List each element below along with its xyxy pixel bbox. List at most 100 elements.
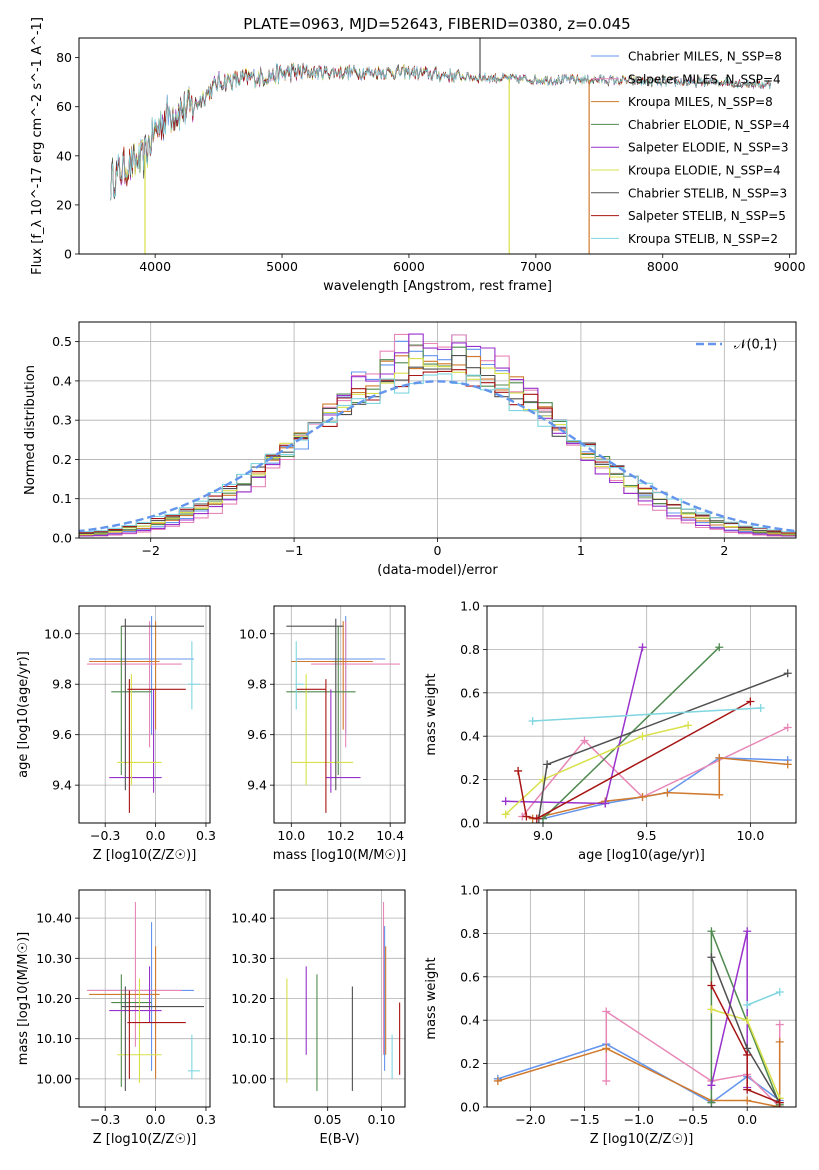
weight-point-marker — [746, 697, 755, 706]
axes-frame — [78, 605, 211, 824]
weight-series-line — [517, 700, 751, 820]
x-tick-label: −2.0 — [515, 1112, 545, 1127]
y-tick-label: 0.6 — [460, 685, 480, 700]
weight-point-marker — [538, 775, 547, 784]
spectrum-lines — [110, 38, 771, 254]
y-axis-label: Flux [f_λ 10^-17 erg cm^-2 s^-1 A^-1] — [30, 17, 45, 275]
y-tick-label: 0.0 — [460, 1100, 480, 1115]
histogram-steps — [79, 333, 796, 537]
legend-label: Chabrier ELODIE, N_SSP=4 — [628, 118, 790, 132]
legend-label: Chabrier STELIB, N_SSP=3 — [628, 186, 787, 200]
x-tick-label: 8000 — [647, 259, 679, 274]
y-tick-label: 0.5 — [52, 334, 72, 349]
axes-frame — [78, 37, 797, 255]
weight-point-marker — [775, 1037, 784, 1046]
weight-point-marker — [707, 953, 716, 962]
weight-point-marker — [638, 732, 647, 741]
errorbars-mass-vs-Z — [87, 902, 204, 1091]
normal-curve — [79, 380, 796, 533]
weight-point-marker — [707, 1081, 716, 1090]
weight-point-marker — [532, 814, 541, 823]
weight-point-marker — [501, 810, 510, 819]
axes-frame — [273, 605, 406, 824]
x-tick-label: 2 — [720, 543, 728, 558]
axes-age-vs-mass: 10.0 10.2 10.4 9.4 9.6 9.8 10.0 mass [log10(M/M… — [239, 606, 406, 863]
x-tick-label: 7000 — [520, 259, 552, 274]
x-tick-label: 0.0 — [737, 1112, 757, 1127]
x-axis-label: E(B-V) — [319, 1132, 359, 1147]
weight-point-marker — [707, 927, 716, 936]
weight-point-marker — [602, 1007, 611, 1016]
weight-series-line — [532, 707, 761, 722]
weight-point-marker — [707, 1005, 716, 1014]
weight-point-marker — [743, 1096, 752, 1105]
y-tick-label: 1.0 — [460, 599, 480, 614]
y-tick-label: 10.20 — [231, 991, 267, 1006]
weight-point-marker — [602, 1076, 611, 1085]
histogram-series — [79, 333, 796, 537]
x-tick-label: 10.0 — [736, 828, 764, 843]
x-tick-label: −0.3 — [90, 1112, 120, 1127]
weight-point-marker — [715, 643, 724, 652]
weight-point-marker — [743, 1016, 752, 1025]
weight-point-marker — [684, 721, 693, 730]
x-axis-label: age [log10(age/yr)] — [578, 848, 705, 863]
errorbars-age-vs-Z — [87, 616, 204, 813]
weight-point-marker — [543, 760, 552, 769]
y-tick-label: 0.2 — [460, 1056, 480, 1071]
weight-series-line — [505, 724, 689, 815]
y-tick-label: 0.4 — [460, 729, 480, 744]
spectrum-series-line — [110, 63, 771, 201]
y-tick-label: 0.1 — [52, 491, 72, 506]
y-tick-label: 10.40 — [36, 911, 72, 926]
y-tick-label: 0.4 — [460, 1013, 480, 1028]
y-axis-label: mass weight — [424, 673, 439, 755]
y-tick-label: 10.0 — [239, 626, 267, 641]
y-tick-label: 20 — [56, 197, 72, 212]
axes-frame — [78, 889, 211, 1108]
x-tick-label: 5000 — [266, 259, 298, 274]
y-tick-label: 9.4 — [52, 778, 72, 793]
legend-label: Salpeter ELODIE, N_SSP=3 — [628, 141, 789, 155]
y-tick-label: 1.0 — [460, 883, 480, 898]
x-axis-label: Z [log10(Z/Z☉)] — [93, 848, 197, 863]
weight-point-marker — [493, 1076, 502, 1085]
axes-age-vs-Z: −0.3 0.0 0.3 9.4 9.6 9.8 10.0 Z [log10(Z/Z☉)] ag… — [16, 606, 216, 863]
histogram-series — [79, 373, 796, 535]
weight-point-marker — [783, 669, 792, 678]
y-tick-label: 10.10 — [231, 1031, 267, 1046]
weight-point-marker — [528, 717, 537, 726]
weight-point-marker — [602, 1044, 611, 1053]
x-tick-label: 0.10 — [367, 1112, 395, 1127]
y-tick-label: 10.40 — [231, 911, 267, 926]
axes-frame — [486, 605, 797, 824]
x-tick-label: 10.4 — [376, 828, 404, 843]
y-tick-label: 0.4 — [52, 373, 72, 388]
weight-lines-weight-vs-age — [501, 643, 792, 823]
x-tick-label: −0.5 — [678, 1112, 708, 1127]
weight-series-line — [746, 991, 780, 1006]
y-axis-label: mass weight — [424, 957, 439, 1039]
x-axis-label: Z [log10(Z/Z☉)] — [590, 1132, 694, 1147]
y-tick-label: 9.8 — [247, 677, 267, 692]
y-tick-label: 10.00 — [36, 1071, 72, 1086]
y-tick-label: 0.3 — [52, 413, 72, 428]
weight-point-marker — [707, 1098, 716, 1107]
y-tick-label: 0.0 — [52, 531, 72, 546]
y-tick-label: 0.8 — [460, 926, 480, 941]
figure-title: PLATE=0963, MJD=52643, FIBERID=0380, z=0… — [243, 15, 630, 33]
y-tick-label: 0 — [64, 247, 72, 262]
x-axis-label: (data-model)/error — [377, 563, 498, 578]
legend-label: Salpeter STELIB, N_SSP=5 — [628, 209, 786, 223]
x-tick-label: −1.5 — [569, 1112, 599, 1127]
weight-point-marker — [715, 753, 724, 762]
weight-point-marker — [601, 799, 610, 808]
axes-weight-vs-age: 9.0 9.5 10.0 0.0 0.2 0.4 0.6 0.8 1.0 age [log10(a… — [424, 599, 796, 863]
histogram-series — [79, 333, 796, 537]
weight-point-marker — [775, 987, 784, 996]
x-tick-label: 4000 — [139, 259, 171, 274]
x-tick-label: 10.2 — [327, 828, 355, 843]
legend-label: Chabrier MILES, N_SSP=8 — [628, 50, 782, 64]
weight-point-marker — [775, 1020, 784, 1029]
